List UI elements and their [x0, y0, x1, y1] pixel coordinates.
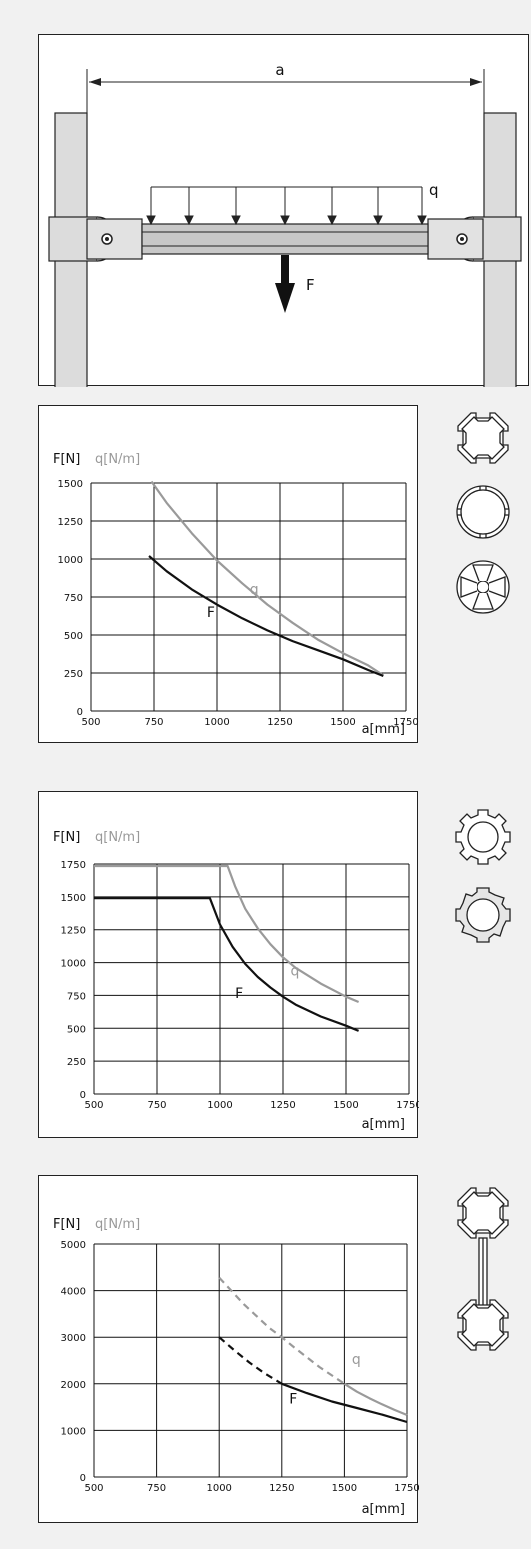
y-axis-label-force: F[N]: [53, 830, 80, 845]
x-tick-label: 1250: [269, 1483, 294, 1494]
curve-label-F: F: [289, 1391, 297, 1407]
distributed-load-arrows: [146, 186, 427, 226]
chart-panel-3: F[N] q[N/m] a[mm] 500 750 1000 1250 1500 1750…: [38, 1175, 420, 1523]
series-line-F: [148, 555, 384, 678]
x-tick-label: 1000: [206, 1483, 231, 1494]
chart-2: F[N] q[N/m] a[mm] 500 750 1000 1250 1500 1750…: [53, 830, 422, 1132]
x-tick-label: 1250: [267, 717, 292, 728]
x-axis-label: a[mm]: [362, 1502, 405, 1517]
x-axis-label: a[mm]: [362, 1117, 405, 1132]
chart-panel-2: F[N] q[N/m] a[mm] 500 750 1000 1250 1500 1750…: [38, 791, 422, 1138]
chart-panel-1: F[N] q[N/m] a[mm] 500 750 1000 1250 1500 1750…: [38, 405, 419, 743]
y-tick-label: 1250: [58, 517, 83, 528]
dimension-line: [86, 69, 485, 113]
left-connector: [48, 216, 143, 262]
y-tick-label: 1750: [61, 860, 86, 871]
y-axis-label-force: F[N]: [53, 452, 80, 467]
y-axis-label-force: F[N]: [53, 1217, 80, 1232]
y-tick-label: 0: [80, 1090, 86, 1101]
y-axis-label-load: q[N/m]: [95, 452, 140, 467]
beam-profile: [141, 223, 429, 255]
y-tick-label: 1500: [61, 893, 86, 904]
x-tick-label: 1750: [393, 717, 418, 728]
y-tick-label: 0: [77, 707, 83, 718]
y-tick-label: 0: [80, 1473, 86, 1484]
series-line-q: [343, 1382, 408, 1417]
profile-round-tube-icon: [456, 485, 510, 539]
y-tick-label: 4000: [61, 1287, 86, 1298]
chart-1: F[N] q[N/m] a[mm] 500 750 1000 1250 1500 1750…: [53, 452, 419, 737]
x-tick-label: 1750: [396, 1100, 419, 1111]
profile-slotted-ring-icon: [455, 887, 511, 943]
y-tick-label: 500: [64, 631, 83, 642]
x-tick-label: 500: [84, 1100, 103, 1111]
curve-label-q: q: [352, 1352, 361, 1368]
y-tick-label: 1500: [58, 479, 83, 490]
right-connector: [427, 216, 522, 262]
grid: [93, 863, 410, 1095]
x-axis-label: a[mm]: [362, 722, 405, 737]
y-tick-label: 500: [67, 1024, 86, 1035]
profile-icons-1: [450, 405, 516, 630]
y-tick-label: 5000: [61, 1240, 86, 1251]
x-tick-label: 750: [147, 1483, 166, 1494]
x-tick-label: 1500: [332, 1483, 357, 1494]
profile-square-4slot-icon: [457, 412, 509, 464]
series-line-q: [94, 864, 360, 1004]
x-tick-label: 1500: [330, 717, 355, 728]
series-line-q-dashed: [218, 1276, 346, 1385]
profile-icons-2: [450, 805, 516, 955]
profile-icons-3: [450, 1183, 516, 1353]
y-tick-label: 250: [64, 669, 83, 680]
curve-label-q: q: [250, 582, 259, 598]
y-tick-label: 750: [64, 593, 83, 604]
x-tick-label: 1500: [333, 1100, 358, 1111]
x-tick-label: 750: [144, 717, 163, 728]
y-axis-label-load: q[N/m]: [95, 830, 140, 845]
y-tick-label: 3000: [61, 1333, 86, 1344]
curve-label-F: F: [207, 605, 215, 621]
y-axis-label-load: q[N/m]: [95, 1217, 140, 1232]
x-tick-label: 500: [81, 717, 100, 728]
series-line-F-dashed: [218, 1336, 283, 1385]
y-tick-label: 1250: [61, 926, 86, 937]
x-tick-label: 500: [84, 1483, 103, 1494]
dimension-label: a: [275, 61, 284, 79]
x-tick-label: 750: [147, 1100, 166, 1111]
curve-label-F: F: [235, 986, 243, 1002]
grid: [93, 1243, 408, 1478]
profile-double-square-icon: [457, 1187, 509, 1351]
y-tick-label: 250: [67, 1057, 86, 1068]
beam-diagram: a: [48, 61, 522, 389]
profile-gear-ring-icon: [455, 809, 511, 865]
y-tick-label: 1000: [61, 1426, 86, 1437]
series-line-q: [150, 480, 384, 677]
x-tick-label: 1000: [207, 1100, 232, 1111]
chart-3: F[N] q[N/m] a[mm] 500 750 1000 1250 1500 1750…: [53, 1217, 420, 1517]
force-arrow: [275, 255, 295, 313]
x-tick-label: 1250: [270, 1100, 295, 1111]
force-label: F: [306, 276, 315, 294]
profile-cross-hollow-icon: [456, 560, 510, 614]
series-line-F: [94, 897, 360, 1032]
beam-diagram-panel: a: [38, 34, 529, 389]
curve-label-q: q: [291, 964, 300, 980]
y-tick-label: 1000: [58, 555, 83, 566]
x-tick-label: 1750: [394, 1483, 419, 1494]
y-tick-label: 750: [67, 991, 86, 1002]
load-label: q: [429, 181, 439, 199]
x-tick-label: 1000: [204, 717, 229, 728]
series-line-F: [281, 1382, 408, 1424]
y-tick-label: 2000: [61, 1380, 86, 1391]
grid: [90, 482, 407, 712]
y-tick-label: 1000: [61, 959, 86, 970]
